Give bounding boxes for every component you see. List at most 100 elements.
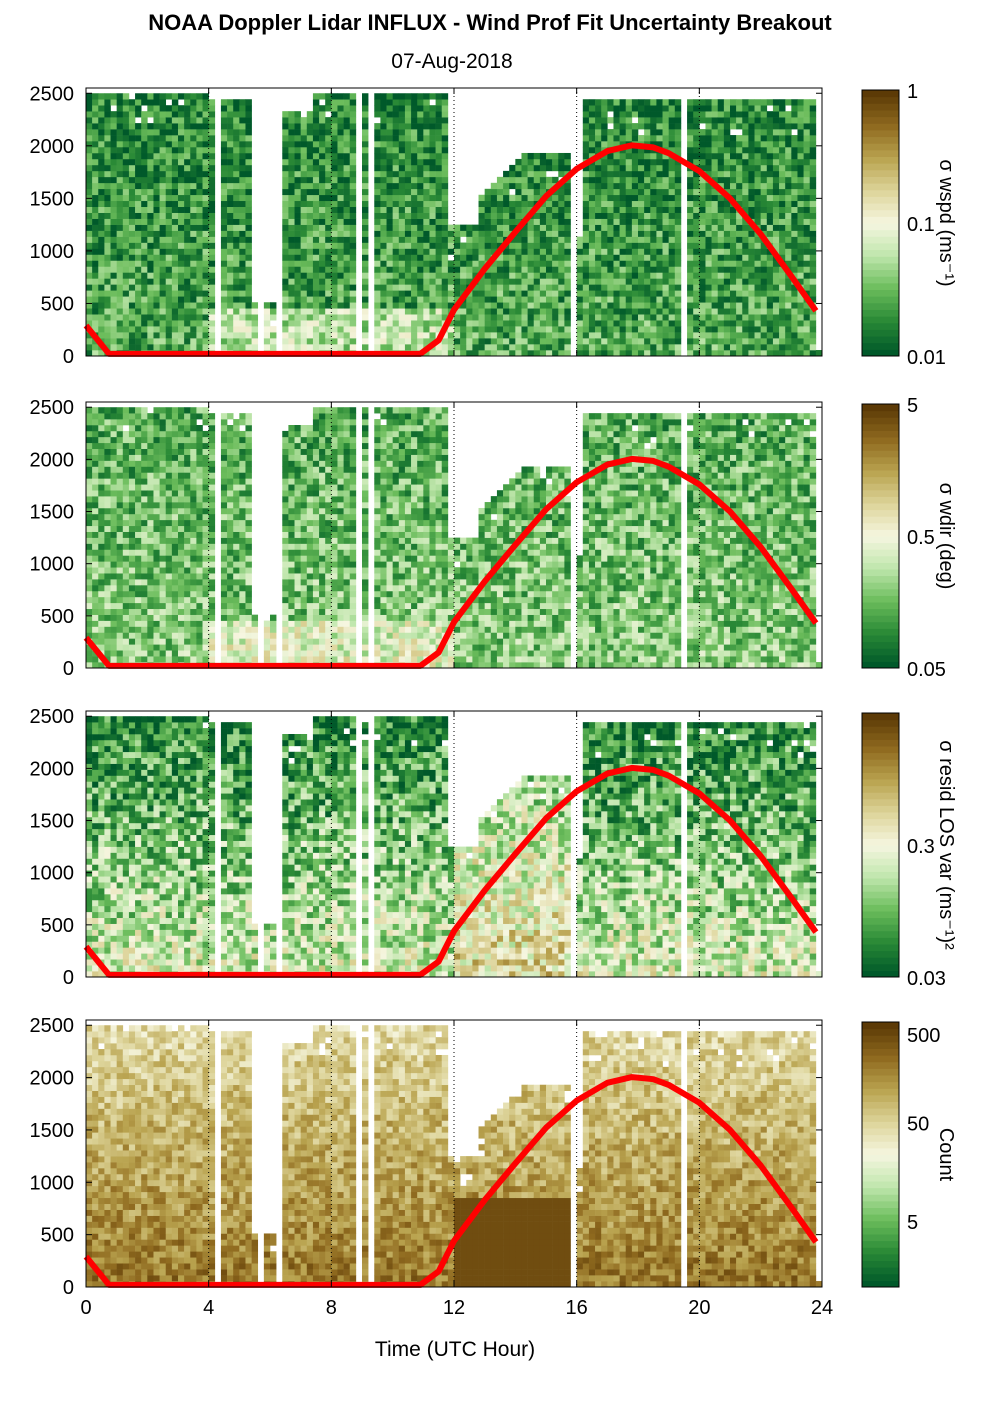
heatmap-cell bbox=[509, 308, 516, 315]
heatmap-cell bbox=[380, 176, 387, 184]
heatmap-cell bbox=[98, 105, 105, 112]
heatmap-cell bbox=[331, 218, 338, 225]
heatmap-cell bbox=[300, 266, 308, 273]
heatmap-cell bbox=[337, 129, 344, 136]
heatmap-cell bbox=[638, 123, 645, 130]
heatmap-cell bbox=[809, 129, 817, 136]
heatmap-cell bbox=[398, 332, 406, 339]
heatmap-cell bbox=[288, 129, 295, 136]
heatmap-cell bbox=[153, 152, 160, 160]
heatmap-cell bbox=[128, 579, 136, 586]
heatmap-cell bbox=[251, 344, 259, 351]
heatmap-cell bbox=[625, 266, 633, 273]
heatmap-cell bbox=[159, 218, 167, 225]
heatmap-cell bbox=[650, 338, 657, 345]
heatmap-cell bbox=[754, 99, 761, 106]
heatmap-cell bbox=[521, 152, 528, 160]
heatmap-cell bbox=[668, 266, 676, 273]
heatmap-cell bbox=[484, 200, 492, 208]
heatmap-cell bbox=[644, 176, 651, 184]
heatmap-cell bbox=[539, 242, 547, 249]
heatmap-cell bbox=[588, 302, 596, 309]
heatmap-cell bbox=[239, 308, 246, 315]
heatmap-cell bbox=[306, 117, 314, 124]
heatmap-cell bbox=[362, 278, 369, 285]
heatmap-cell bbox=[153, 242, 160, 249]
heatmap-cell bbox=[748, 302, 755, 309]
heatmap-cell bbox=[362, 147, 369, 154]
y-tick-label: 500 bbox=[41, 293, 74, 315]
heatmap-cell bbox=[742, 338, 749, 345]
heatmap-cell bbox=[515, 350, 522, 357]
heatmap-cell bbox=[766, 99, 774, 106]
heatmap-cell bbox=[466, 236, 473, 243]
heatmap-cell bbox=[736, 266, 743, 273]
heatmap-cell bbox=[699, 200, 706, 208]
heatmap-cell bbox=[110, 419, 117, 426]
heatmap-cell bbox=[122, 596, 130, 604]
heatmap-cell bbox=[582, 111, 590, 118]
heatmap-cell bbox=[779, 272, 786, 279]
heatmap-cell bbox=[159, 129, 167, 136]
heatmap-cell bbox=[233, 176, 240, 184]
heatmap-cell bbox=[147, 314, 154, 321]
heatmap-cell bbox=[644, 194, 651, 202]
heatmap-cell bbox=[92, 656, 99, 663]
heatmap-cell bbox=[429, 224, 436, 231]
heatmap-cell bbox=[705, 236, 712, 243]
heatmap-cell bbox=[742, 320, 749, 327]
heatmap-cell bbox=[717, 266, 725, 273]
heatmap-cell bbox=[564, 326, 571, 333]
heatmap-cell bbox=[122, 218, 130, 225]
heatmap-cell bbox=[411, 105, 418, 112]
heatmap-cell bbox=[98, 326, 105, 333]
heatmap-cell bbox=[404, 147, 412, 154]
heatmap-cell bbox=[110, 308, 117, 315]
heatmap-cell bbox=[135, 99, 142, 106]
heatmap-cell bbox=[631, 236, 639, 243]
heatmap-cell bbox=[135, 614, 142, 621]
heatmap-cell bbox=[601, 326, 608, 333]
heatmap-cell bbox=[423, 314, 430, 321]
heatmap-cell bbox=[171, 147, 179, 154]
heatmap-cell bbox=[638, 254, 645, 261]
heatmap-cell bbox=[135, 472, 142, 479]
heatmap-cell bbox=[128, 135, 136, 142]
heatmap-cell bbox=[122, 117, 130, 124]
heatmap-cell bbox=[202, 176, 209, 184]
heatmap-cell bbox=[202, 308, 209, 315]
heatmap-cell bbox=[472, 242, 479, 249]
heatmap-cell bbox=[705, 200, 712, 208]
heatmap-cell bbox=[619, 350, 627, 357]
heatmap-cell bbox=[447, 284, 455, 291]
heatmap-cell bbox=[588, 236, 596, 243]
heatmap-cell bbox=[797, 266, 804, 273]
heatmap-cell bbox=[392, 206, 400, 213]
heatmap-cell bbox=[178, 272, 185, 279]
heatmap-cell bbox=[656, 284, 663, 291]
heatmap-cell bbox=[122, 519, 130, 527]
heatmap-cell bbox=[404, 272, 412, 279]
heatmap-cell bbox=[319, 236, 326, 243]
heatmap-cell bbox=[527, 260, 535, 267]
heatmap-cell bbox=[607, 296, 614, 303]
heatmap-cell bbox=[239, 194, 246, 202]
heatmap-cell bbox=[86, 442, 93, 450]
heatmap-cell bbox=[484, 224, 492, 231]
heatmap-cell bbox=[159, 314, 167, 321]
heatmap-cell bbox=[147, 99, 154, 106]
heatmap-cell bbox=[711, 212, 719, 219]
heatmap-cell bbox=[312, 308, 320, 315]
heatmap-cell bbox=[220, 296, 228, 303]
heatmap-cell bbox=[300, 242, 308, 249]
heatmap-cell bbox=[760, 182, 768, 190]
heatmap-cell bbox=[454, 284, 461, 291]
heatmap-cell bbox=[392, 326, 400, 333]
heatmap-cell bbox=[92, 111, 99, 118]
heatmap-cell bbox=[754, 308, 761, 315]
heatmap-cell bbox=[711, 152, 719, 160]
heatmap-cell bbox=[86, 99, 93, 106]
heatmap-cell bbox=[128, 344, 136, 351]
heatmap-cell bbox=[147, 284, 154, 291]
heatmap-cell bbox=[184, 296, 191, 303]
